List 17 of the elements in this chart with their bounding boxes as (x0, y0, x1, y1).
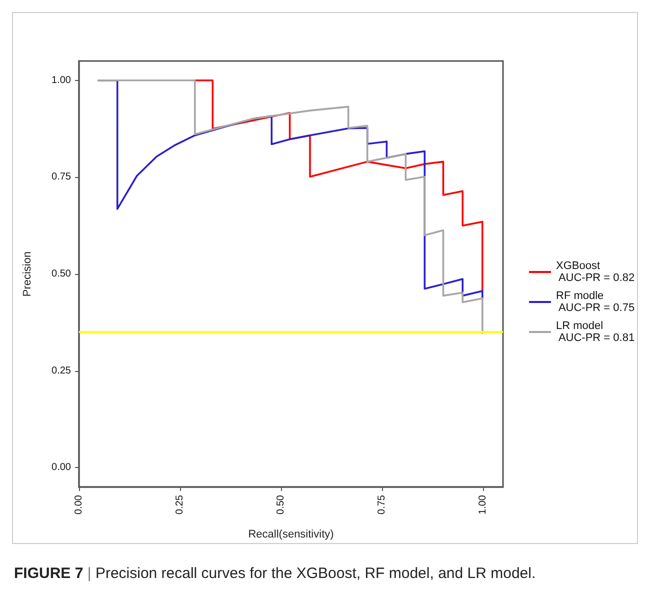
y-tick-label: 0.25 (52, 365, 72, 376)
x-tick-label: 0.00 (74, 494, 84, 514)
y-tick-label: 1.00 (52, 74, 72, 86)
x-tick-label: 0.50 (275, 494, 286, 514)
x-tick-label: 0.75 (376, 494, 388, 514)
y-tick-label: 0.75 (52, 172, 72, 183)
legend-label: XGBoost AUC-PR = 0.82 (556, 260, 635, 284)
legend-label: RF modle AUC-PR = 0.75 (556, 290, 635, 314)
y-tick-label: 0.00 (52, 462, 72, 474)
y-tick-label: 0.50 (52, 268, 72, 280)
legend-label: LR model AUC-PR = 0.81 (556, 320, 635, 344)
x-tick-label: 1.00 (477, 494, 488, 514)
x-tick-label: 0.25 (174, 494, 186, 514)
line-series (194, 79, 484, 292)
x-axis-title: Recall(sensitivity) (248, 528, 334, 540)
caption: FIGURE 7 | Precision recall curves for the XGBoost, RF model, and LR model. (14, 565, 537, 582)
y-axis-title: Precision (22, 251, 34, 297)
